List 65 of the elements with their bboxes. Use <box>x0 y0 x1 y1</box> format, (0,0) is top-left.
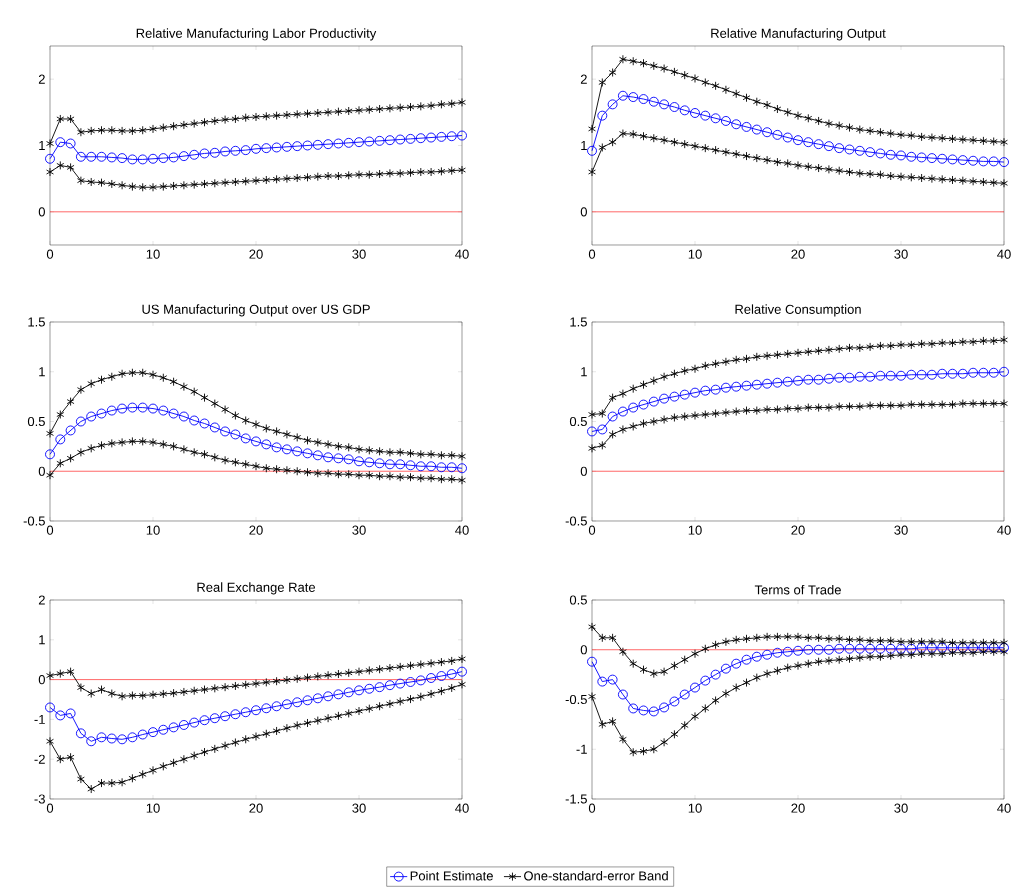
chart-title: Relative Manufacturing Labor Productivity <box>136 28 377 41</box>
y-tick-label: 0.5 <box>569 416 587 427</box>
chart-title: Relative Manufacturing Output <box>711 28 886 41</box>
x-tick-label: 10 <box>688 803 702 813</box>
x-tick-label: 0 <box>588 249 596 259</box>
y-tick-label: 0 <box>580 645 587 655</box>
legend-label: Point Estimate <box>410 870 493 881</box>
y-tick-label: 1 <box>581 367 587 377</box>
x-tick-label: 10 <box>146 803 160 813</box>
x-tick-label: 0 <box>46 249 54 259</box>
y-tick-label: -0.5 <box>23 516 45 526</box>
x-tick-label: 10 <box>146 249 160 259</box>
y-tick-label: 0 <box>38 207 45 217</box>
x-tick-label: 10 <box>688 525 702 535</box>
y-tick-label: 1 <box>581 141 587 150</box>
x-tick-label: 30 <box>352 803 366 813</box>
y-tick-label: 1.5 <box>28 317 45 327</box>
x-tick-label: 20 <box>791 249 805 259</box>
y-tick-label: 0.5 <box>27 416 45 427</box>
y-tick-label: -3 <box>34 794 45 804</box>
x-tick-label: 40 <box>455 525 469 535</box>
x-tick-label: 30 <box>894 525 908 535</box>
x-tick-label: 20 <box>249 525 263 535</box>
chart-title: Real Exchange Rate <box>197 582 316 595</box>
chart-title: Terms of Trade <box>754 584 841 595</box>
y-tick-label: 1 <box>39 367 45 377</box>
y-tick-label: -1.5 <box>565 794 587 804</box>
chart-title: Relative Consumption <box>735 304 861 317</box>
x-tick-label: 0 <box>588 525 596 535</box>
y-tick-label: -0.5 <box>565 516 587 526</box>
x-tick-label: 40 <box>997 803 1011 813</box>
chart-title: US Manufacturing Output over US GDP <box>142 304 370 317</box>
legend-label: One-standard-error Band <box>524 870 668 881</box>
x-tick-label: 20 <box>249 249 263 259</box>
y-tick-label: 1.5 <box>570 317 587 327</box>
x-tick-label: 0 <box>46 803 54 813</box>
x-tick-label: 0 <box>46 525 54 535</box>
y-tick-label: 0 <box>580 466 587 476</box>
y-tick-label: 0 <box>580 207 587 217</box>
x-tick-label: 30 <box>352 525 366 535</box>
y-tick-label: -2 <box>34 754 45 764</box>
y-tick-label: 1 <box>39 141 45 150</box>
y-tick-label: 2 <box>580 74 587 84</box>
x-tick-label: 10 <box>146 525 160 535</box>
x-tick-label: 40 <box>997 525 1011 535</box>
y-tick-label: -1 <box>576 744 587 754</box>
y-tick-label: 0 <box>38 674 45 685</box>
y-tick-label: 1 <box>39 635 45 645</box>
x-tick-label: 30 <box>894 249 908 259</box>
y-tick-label: 0.5 <box>569 595 587 605</box>
x-tick-label: 0 <box>588 803 596 813</box>
x-tick-label: 40 <box>455 249 469 259</box>
y-tick-label: 2 <box>38 74 45 84</box>
x-tick-label: 20 <box>791 803 805 813</box>
x-tick-label: 40 <box>997 249 1011 259</box>
x-tick-label: 20 <box>249 803 263 813</box>
x-tick-label: 30 <box>894 803 908 813</box>
x-tick-label: 30 <box>352 249 366 259</box>
y-tick-label: 2 <box>38 595 45 605</box>
x-tick-label: 40 <box>455 803 469 813</box>
y-tick-label: -1 <box>34 714 45 724</box>
x-tick-label: 20 <box>791 525 805 535</box>
y-tick-label: 0 <box>38 466 45 476</box>
y-tick-label: -0.5 <box>565 694 587 705</box>
x-tick-label: 10 <box>688 249 702 259</box>
